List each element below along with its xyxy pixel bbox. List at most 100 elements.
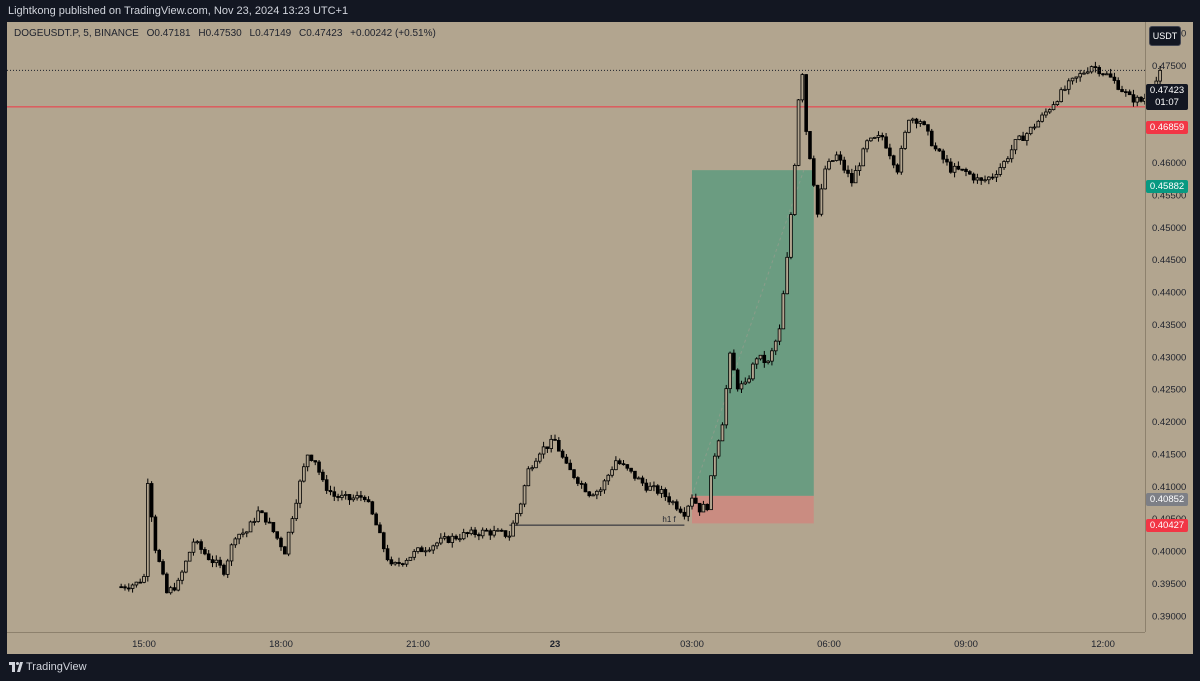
candle-body [1066,80,1071,90]
candle-body [492,530,496,536]
candle-body [701,503,706,513]
legend-symbol[interactable]: DOGEUSDT.P, 5, BINANCE [14,28,139,39]
candle-body [1089,66,1094,73]
candle-body [998,167,1003,175]
chart-canvas[interactable]: 0.480000.475000.470000.465000.460000.455… [7,22,1193,654]
candle-body [850,173,854,184]
candle-body [157,549,162,562]
candle-body [305,454,310,468]
candle-body [458,538,462,541]
candle-body [149,483,154,518]
candle-body [465,532,470,535]
legend-open: O0.47181 [146,28,191,39]
candle-body [317,461,321,473]
candle-body [621,463,626,466]
candle-body [362,496,367,501]
candle-body [583,483,588,493]
price-tick-label: 0.43000 [1152,352,1186,363]
candle-body [1139,96,1143,102]
candle-body [857,165,862,171]
footer-brand[interactable]: TradingView [26,661,87,673]
candle-body [522,485,527,505]
candle-body [732,352,736,371]
currency-button[interactable]: USDT [1149,26,1181,46]
candle-body [210,559,215,564]
price-tick-label: 0.44500 [1152,255,1186,266]
candle-body [644,482,649,491]
candle-body [1085,71,1090,74]
last-price-tag: 0.47423 01:07 [1146,84,1188,110]
candle-body [663,489,668,498]
time-tick-label: 18:00 [269,639,293,650]
candle-body [503,530,508,537]
candle-body [351,497,356,501]
candle-body [1074,76,1079,79]
candle-body [831,160,835,162]
candle-body [960,168,964,171]
candle-body [206,553,211,561]
candle-body [937,148,942,152]
candle-body [633,470,637,479]
candle-body [435,542,439,547]
bar-countdown: 01:07 [1155,97,1179,108]
candle-body [1009,149,1014,160]
candle-body [1036,120,1041,128]
candle-body [397,561,401,565]
candle-body [404,559,409,565]
candle-body [754,358,759,365]
legend-change: +0.00242 (+0.51%) [350,28,436,39]
candle-body [1116,80,1121,90]
candle-body [256,510,260,522]
candle-body [739,383,744,390]
candle-body [899,148,904,173]
chart-frame[interactable]: 0.480000.475000.470000.465000.460000.455… [7,22,1193,654]
candle-body [203,549,207,555]
candle-body [735,369,740,390]
candle-body [123,586,127,589]
candle-body [218,559,222,566]
candle-body [964,168,968,172]
candle-body [161,561,165,575]
candle-body [1059,89,1063,103]
candle-body [385,548,390,561]
candle-body [1047,109,1052,113]
candle-body [792,164,797,215]
candle-body [408,556,413,561]
candle-body [572,469,576,478]
candle-body [134,581,139,586]
candle-body [922,121,926,126]
candle-body [777,328,782,342]
candle-body [747,378,751,383]
entry-price-tag: 0.40852 [1146,493,1188,506]
candle-body [233,538,238,546]
candle-body [222,564,226,575]
candle-body [1021,135,1025,141]
candle-body [705,503,710,511]
candle-body [393,561,397,565]
candle-body [591,494,595,497]
candle-body [743,381,748,385]
candle-body [244,531,249,534]
candle-body [267,521,272,524]
price-tick-label: 0.42000 [1152,417,1186,428]
symbol-legend: DOGEUSDT.P, 5, BINANCE O0.47181 H0.47530… [14,28,441,39]
candle-body [499,529,504,532]
candle-body [507,535,512,538]
time-tick-label: 06:00 [817,639,841,650]
time-tick-label: 21:00 [406,639,430,650]
candle-body [153,516,158,551]
candle-body [941,150,945,160]
candle-body [606,474,611,482]
candle-body [800,74,805,101]
candle-body [815,184,820,215]
candle-body [713,455,717,477]
price-tick-label: 0.44000 [1152,288,1186,299]
legend-close: C0.47423 [299,28,343,39]
candle-body [477,534,481,537]
candle-body [400,563,405,566]
candle-body [366,499,371,503]
tradingview-logo-icon[interactable] [9,661,23,676]
footer-bar: TradingView [0,654,1200,681]
candle-body [518,503,523,514]
candle-body [283,546,287,555]
